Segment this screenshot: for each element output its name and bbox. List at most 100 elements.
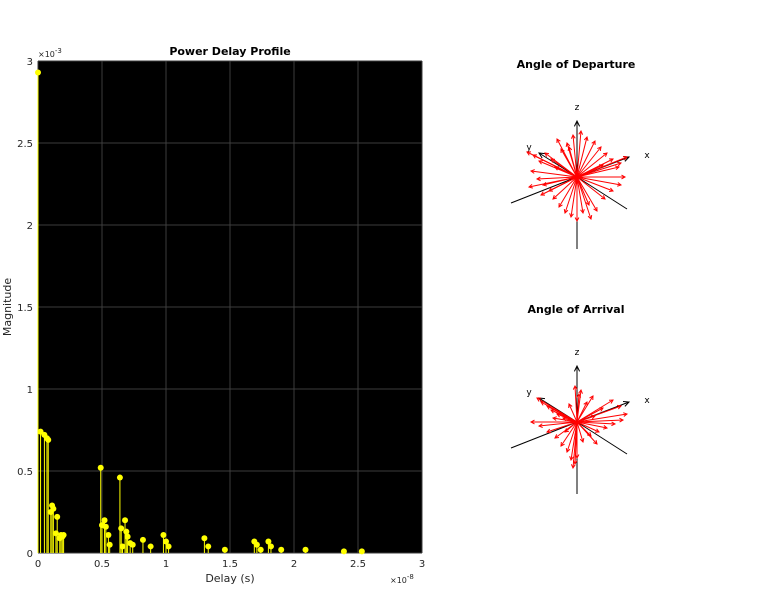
direction-arrowhead (621, 174, 627, 180)
direction-arrowhead (603, 425, 609, 430)
y-tick-label: 0 (27, 549, 33, 560)
aod-arrows (526, 129, 628, 223)
angle-of-departure-chart: Angle of Departure z x y (510, 58, 650, 249)
direction-arrowhead (551, 416, 557, 421)
stem-marker (257, 546, 264, 553)
direction-arrowhead (567, 145, 573, 152)
stem-marker (163, 538, 169, 545)
stem-marker (52, 530, 59, 537)
direction-arrowhead (574, 217, 580, 223)
direction-arrowhead (590, 414, 596, 420)
direction-arrow (576, 140, 596, 178)
x-axis-neg-line (510, 176, 578, 204)
y-tick-label: 0.5 (17, 467, 33, 478)
direction-arrow (576, 176, 598, 212)
direction-arrow (576, 413, 628, 423)
direction-arrowhead (544, 152, 550, 157)
direction-arrowhead (623, 412, 629, 417)
direction-arrowhead (578, 388, 583, 394)
direction-arrowhead (532, 154, 538, 159)
x-multiplier: ×10-8 (390, 573, 414, 585)
stem-marker (119, 543, 126, 550)
direction-arrowhead (537, 423, 543, 429)
direction-arrowhead (556, 413, 562, 418)
direction-arrow (540, 176, 578, 196)
x-axis-label: Delay (s) (205, 572, 254, 585)
direction-arrow (572, 134, 578, 178)
direction-arrow (536, 176, 578, 180)
direction-arrowhead (572, 460, 578, 466)
stem-marker (106, 541, 113, 548)
direction-arrowhead (591, 140, 596, 146)
direction-arrowhead (540, 401, 546, 406)
direction-arrowhead (569, 456, 574, 462)
z-axis-label: z (575, 103, 580, 113)
stem-marker (139, 536, 146, 543)
direction-arrowhead (608, 399, 614, 404)
direction-arrowhead (619, 417, 625, 423)
direction-arrowhead (565, 447, 571, 453)
direction-arrow (576, 176, 584, 214)
x-tick-label: 3 (419, 559, 425, 570)
direction-arrowhead (585, 200, 590, 206)
direction-arrowhead (598, 164, 604, 169)
direction-arrow (576, 407, 604, 423)
direction-arrowhead (546, 405, 552, 410)
stem-marker (340, 548, 347, 555)
direction-arrow (576, 176, 622, 186)
x-tick-label: 2 (291, 559, 297, 570)
direction-arrowhead (570, 464, 576, 470)
y-tick-label: 2 (27, 221, 33, 232)
direction-arrowhead (527, 184, 533, 189)
angle-of-arrival-chart: Angle of Arrival z x y (510, 303, 650, 494)
direction-arrowhead (526, 151, 532, 156)
direction-arrowhead (600, 195, 606, 200)
direction-arrow (538, 421, 578, 427)
direction-arrowhead (565, 141, 571, 148)
direction-arrow (560, 421, 578, 447)
stem-marker (358, 548, 365, 555)
y-axis-neg-line (576, 176, 628, 210)
direction-arrow (576, 389, 582, 423)
direction-arrowhead (578, 129, 584, 135)
stem-marker (45, 436, 52, 443)
direction-arrowhead (554, 166, 560, 171)
stem-marker (201, 535, 208, 542)
stem-marker (116, 474, 123, 481)
direction-arrowhead (583, 135, 589, 141)
stem-marker (129, 541, 136, 548)
direction-arrowhead (587, 214, 593, 220)
stem-marker (35, 69, 41, 76)
x-tick-label: 0 (35, 559, 41, 570)
direction-arrowhead (554, 434, 560, 439)
y-tick-label: 3 (27, 57, 33, 68)
direction-arrowhead (550, 409, 556, 414)
stem-marker (265, 538, 272, 545)
stem-marker (123, 528, 130, 535)
direction-arrowhead (602, 152, 608, 157)
x-axis-label: x (644, 151, 650, 161)
y-axis-arrowhead (538, 152, 546, 159)
direction-arrow (576, 176, 592, 220)
axis-ticks: 0 0.5 1 1.5 2 2.5 3 0 0.5 1 1.5 2 2.5 3 (17, 57, 425, 570)
direction-arrowhead (608, 158, 614, 163)
direction-arrow (576, 146, 602, 178)
stem-marker (160, 531, 167, 538)
direction-arrowhead (622, 156, 628, 161)
direction-arrow (576, 164, 604, 178)
stem-marker (118, 525, 125, 532)
x-tick-label: 2.5 (350, 559, 366, 570)
direction-arrow (550, 158, 578, 178)
direction-arrow (576, 419, 624, 423)
stem-marker (165, 543, 172, 550)
direction-arrowhead (535, 176, 541, 182)
direction-arrow (574, 385, 578, 423)
x-axis-neg-line (510, 421, 578, 449)
direction-arrow (576, 136, 588, 178)
x-tick-label: 0.5 (94, 559, 110, 570)
direction-arrowhead (552, 195, 558, 200)
direction-arrowhead (594, 428, 600, 433)
y-tick-label: 1 (27, 385, 33, 396)
direction-arrowhead (615, 165, 621, 171)
direction-arrowhead (546, 428, 552, 434)
